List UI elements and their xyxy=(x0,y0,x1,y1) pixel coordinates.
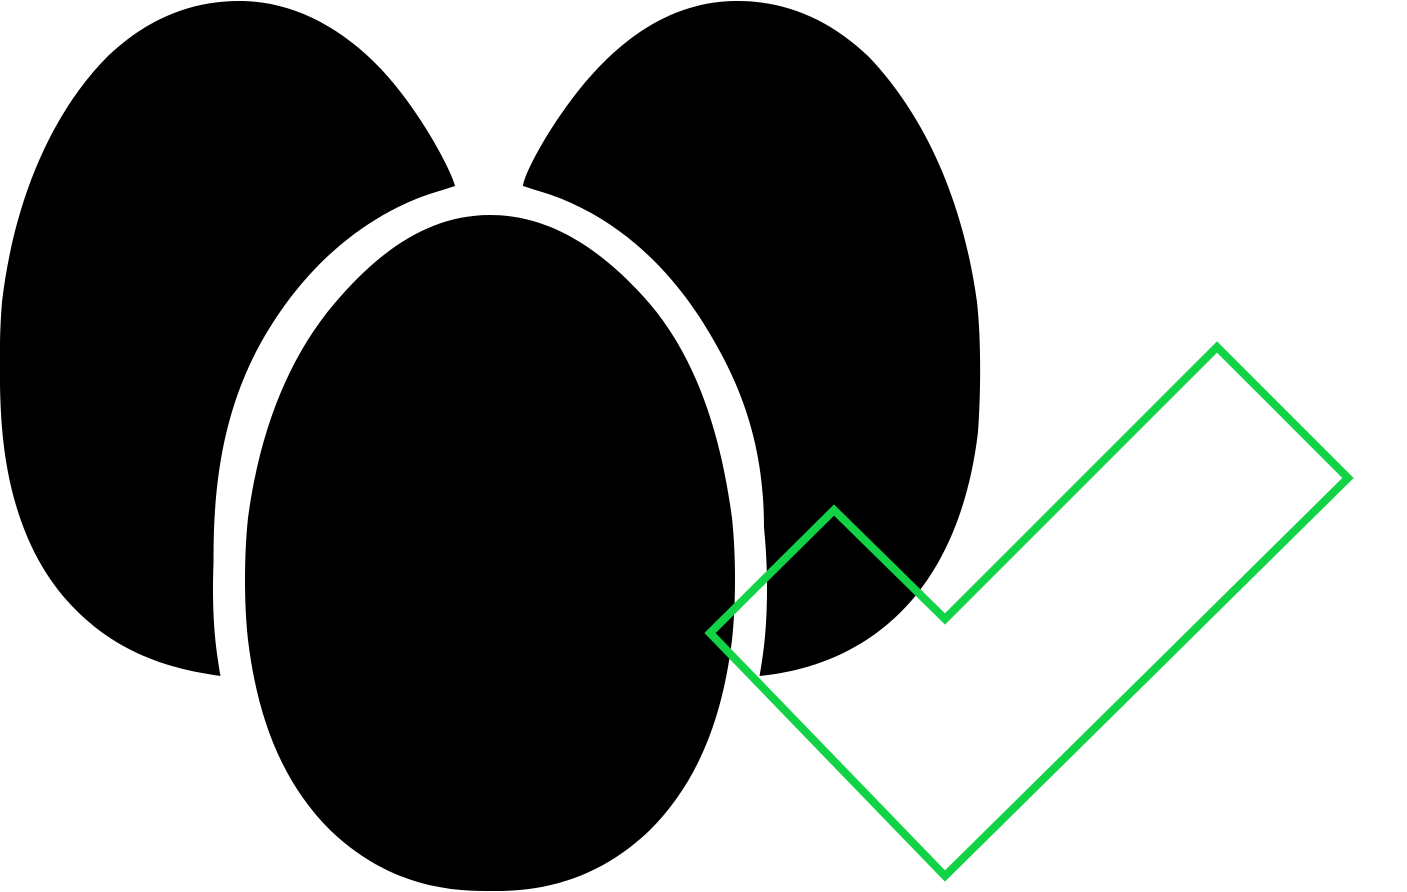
egg-left-icon xyxy=(0,0,455,676)
checkmark-icon xyxy=(704,341,1354,882)
egg-right-icon xyxy=(523,0,981,676)
egg-front-icon xyxy=(245,215,735,892)
